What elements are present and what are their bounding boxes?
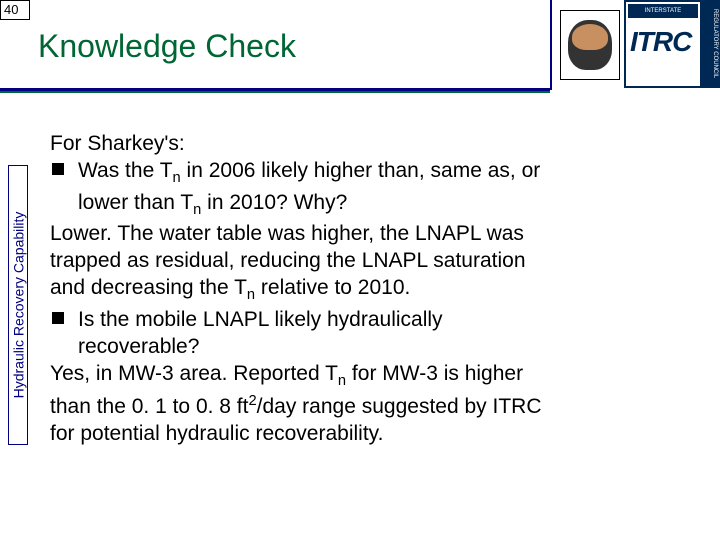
- answer-1-line-2: trapped as residual, reducing the LNAPL …: [50, 247, 700, 274]
- question-2-line-2: recoverable?: [50, 333, 700, 360]
- question-1-line-1: Was the Tn in 2006 likely higher than, s…: [50, 157, 700, 188]
- text: than the 0. 1 to 0. 8 ft: [50, 395, 248, 418]
- title-underline: [0, 88, 550, 93]
- text: lower than T: [78, 191, 193, 214]
- superscript: 2: [248, 393, 256, 409]
- text: in 2010? Why?: [201, 191, 347, 214]
- text: Was the T: [78, 159, 173, 182]
- question-1-line-2: lower than Tn in 2010? Why?: [50, 189, 700, 220]
- intro-line: For Sharkey's:: [50, 130, 700, 157]
- bullet-icon: [52, 163, 64, 175]
- text: Is the mobile LNAPL likely hydraulically: [78, 308, 443, 331]
- itrc-banner: INTERSTATE: [628, 4, 698, 18]
- itrc-side: REGULATORY COUNCIL: [700, 2, 718, 86]
- subscript: n: [338, 374, 346, 390]
- text: relative to 2010.: [255, 276, 410, 299]
- answer-2-line-3: for potential hydraulic recoverability.: [50, 420, 700, 447]
- question-2-line-1: Is the mobile LNAPL likely hydraulically: [50, 306, 700, 333]
- bullet-icon: [52, 312, 64, 324]
- text: Yes, in MW-3 area. Reported T: [50, 362, 338, 385]
- page-number: 40: [0, 0, 30, 20]
- itrc-text: ITRC: [630, 26, 691, 58]
- answer-2-line-2: than the 0. 1 to 0. 8 ft2/day range sugg…: [50, 392, 700, 420]
- text: in 2006 likely higher than, same as, or: [181, 159, 541, 182]
- subscript: n: [247, 288, 255, 304]
- itrc-logo: INTERSTATE ITRC REGULATORY COUNCIL: [624, 0, 720, 88]
- sidebar: Hydraulic Recovery Capability: [8, 165, 28, 445]
- answer-1-line-1: Lower. The water table was higher, the L…: [50, 220, 700, 247]
- slide-title: Knowledge Check: [38, 28, 296, 65]
- brain-icon: [560, 10, 620, 80]
- logo-area: INTERSTATE ITRC REGULATORY COUNCIL: [550, 0, 720, 90]
- text: for MW-3 is higher: [346, 362, 523, 385]
- answer-2-line-1: Yes, in MW-3 area. Reported Tn for MW-3 …: [50, 360, 700, 391]
- subscript: n: [173, 170, 181, 186]
- content-body: For Sharkey's: Was the Tn in 2006 likely…: [50, 130, 700, 447]
- sidebar-label: Hydraulic Recovery Capability: [10, 212, 26, 399]
- answer-1-line-3: and decreasing the Tn relative to 2010.: [50, 274, 700, 305]
- text: and decreasing the T: [50, 276, 247, 299]
- text: /day range suggested by ITRC: [257, 395, 542, 418]
